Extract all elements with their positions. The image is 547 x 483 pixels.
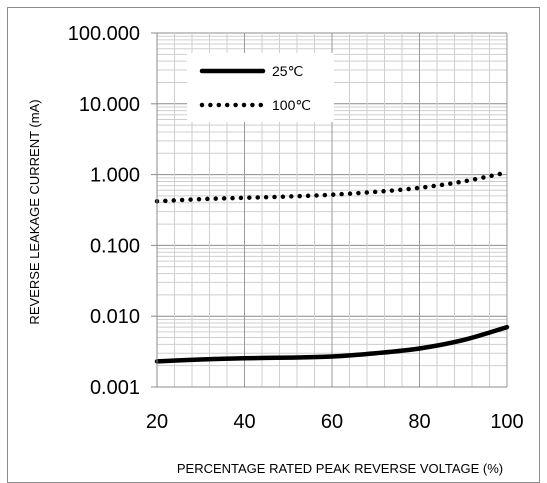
series-line-2 <box>154 170 510 204</box>
legend-label-1: 25℃ <box>272 63 303 79</box>
x-tick-label: 100 <box>490 411 523 433</box>
series-group <box>154 170 510 364</box>
series-line-1 <box>154 324 510 364</box>
y-axis-title: REVERSE LEAKAGE CURRENT (mA) <box>27 99 42 324</box>
y-tick-label: 10.000 <box>79 94 140 116</box>
legend: 25℃ 100℃ <box>187 53 334 122</box>
x-tick-label: 20 <box>146 411 168 433</box>
x-axis-title: PERCENTAGE RATED PEAK REVERSE VOLTAGE (%… <box>177 461 503 476</box>
x-tick-label: 40 <box>233 411 255 433</box>
y-tick-label: 1.000 <box>90 165 140 187</box>
axes: 0.001 0.010 0.100 1.000 10.000 100.000 20 40 60 8… <box>68 23 524 433</box>
x-tick-label: 60 <box>321 411 343 433</box>
y-tick-label: 0.001 <box>90 377 140 399</box>
x-tick-label: 80 <box>408 411 430 433</box>
y-tick-label: 0.010 <box>90 306 140 328</box>
gridlines <box>156 32 508 388</box>
legend-label-2: 100℃ <box>272 97 311 113</box>
y-tick-label: 100.000 <box>68 23 140 45</box>
y-tick-label: 0.100 <box>90 235 140 257</box>
legend-box <box>187 53 334 122</box>
